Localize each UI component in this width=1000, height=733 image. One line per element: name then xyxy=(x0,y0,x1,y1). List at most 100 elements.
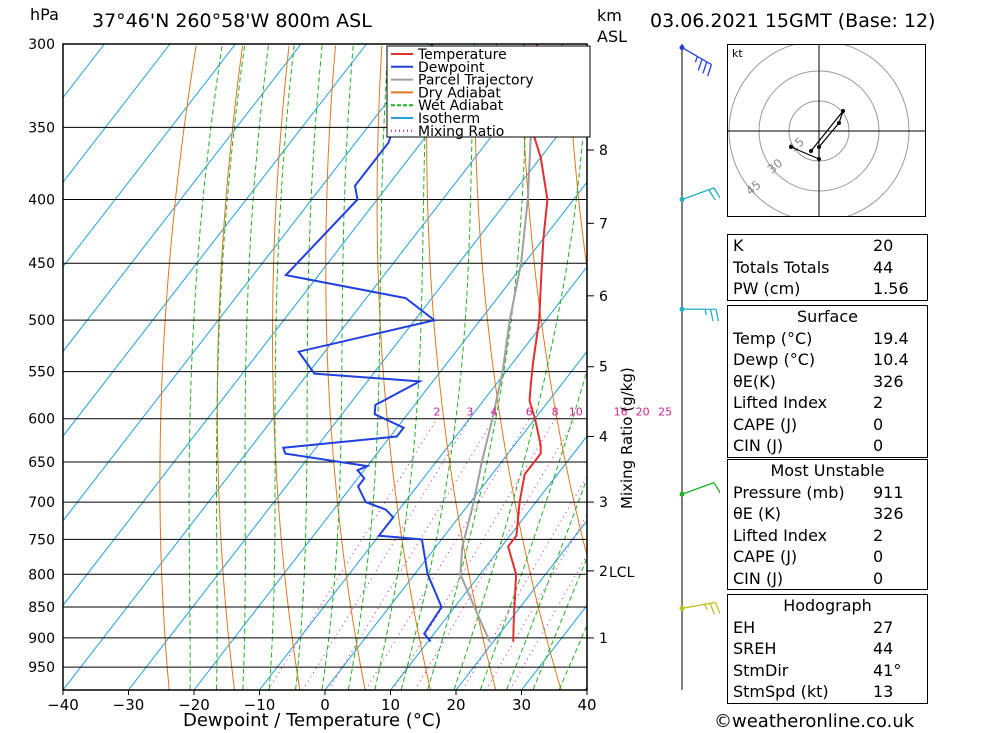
mixing-ratio-label: 10 xyxy=(569,406,583,419)
mixing-ratio-line xyxy=(392,418,556,690)
table-row: Pressure (mb) 911 xyxy=(728,482,927,504)
wind-barb-flag xyxy=(704,309,707,316)
km-tick-label: 5 xyxy=(599,360,608,376)
x-tick-label: −30 xyxy=(113,696,145,714)
wind-barb-flag xyxy=(714,602,720,614)
pressure-tick-label: 500 xyxy=(28,313,55,329)
table-value: 2 xyxy=(873,525,884,545)
table-key: StmSpd (kt) xyxy=(733,682,829,701)
wet-adiabat-line xyxy=(242,44,270,690)
mixing-ratio-label: 4 xyxy=(490,406,497,419)
lcl-label: LCL xyxy=(609,565,635,581)
table-row: StmDir 41° xyxy=(728,660,927,682)
location-title: 37°46'N 260°58'W 800m ASL xyxy=(92,10,372,32)
isotherm-line xyxy=(63,44,433,522)
wet-adiabat-line xyxy=(427,44,529,690)
mixing-ratio-axis-title: Mixing Ratio (g/kg) xyxy=(618,367,636,509)
table-row: CAPE (J) 0 xyxy=(728,546,927,568)
wind-barb-staff xyxy=(681,187,715,201)
table-row: Totals Totals 44 xyxy=(728,257,927,279)
copyright-footer[interactable]: ©weatheronline.co.uk xyxy=(714,711,915,732)
isotherm-line xyxy=(390,435,587,690)
wet-adiabat-line xyxy=(268,44,295,690)
hodograph-point xyxy=(809,149,813,153)
table-value: 13 xyxy=(873,682,894,701)
table-section-title: Most Unstable xyxy=(770,461,885,480)
hodograph-point xyxy=(837,121,841,125)
pressure-tick-label: 400 xyxy=(28,193,55,209)
wet-adiabat-line xyxy=(374,44,429,690)
mixing-ratio-line xyxy=(302,418,471,690)
isotherm-line xyxy=(324,350,587,690)
wind-barb-staff xyxy=(681,47,712,66)
wind-barb-staff xyxy=(681,482,715,495)
table-value: 911 xyxy=(873,482,904,502)
table-value: 0 xyxy=(873,436,884,455)
isotherm-line xyxy=(259,266,587,690)
most-unstable-table: Most Unstable Pressure (mb) 911 θE (K) 326 Li… xyxy=(727,459,928,590)
dry-adiabat-line xyxy=(520,45,587,558)
table-row: EH 27 xyxy=(728,617,927,639)
dry-adiabat-line xyxy=(661,46,720,690)
km-tick-label: 6 xyxy=(599,289,608,305)
mixing-ratio-label: 20 xyxy=(636,406,650,419)
table-value: 0 xyxy=(873,568,884,588)
pressure-tick-label: 550 xyxy=(28,365,55,381)
mixing-ratio-label: 6 xyxy=(526,406,533,419)
pressure-tick-label: 600 xyxy=(28,412,55,428)
table-section-title: Hodograph xyxy=(783,596,872,615)
plot-frame xyxy=(62,43,588,691)
isotherm-line xyxy=(63,44,171,184)
wind-barb-flag xyxy=(713,187,720,199)
x-axis-title: Dewpoint / Temperature (°C) xyxy=(183,710,442,731)
unit-hpa-label: hPa xyxy=(30,5,59,24)
wind-barb-flag xyxy=(694,56,698,63)
table-key: Dewp (°C) xyxy=(733,350,816,369)
table-row: CIN (J) 0 xyxy=(728,568,927,590)
table-key: Lifted Index xyxy=(733,393,828,412)
table-value: 326 xyxy=(873,504,904,523)
x-tick-label: 10 xyxy=(381,696,400,714)
table-section-title: Surface xyxy=(797,307,858,326)
table-row: Lifted Index 2 xyxy=(728,525,927,547)
table-value: 20 xyxy=(873,236,894,255)
wet-adiabat-line xyxy=(532,556,587,690)
isotherm-line xyxy=(63,44,236,268)
table-row: SREH 44 xyxy=(728,638,927,660)
table-value: 1.56 xyxy=(873,279,909,298)
parcel-trajectory-series-line xyxy=(459,44,533,642)
table-key: PW (cm) xyxy=(733,279,801,298)
pressure-tick-label: 450 xyxy=(28,256,55,272)
surface-table: Surface Temp (°C) 19.4 Dewp (°C) 10.4 θE(K) 32… xyxy=(727,305,928,458)
legend-entry-label: Dry Adiabat xyxy=(418,85,501,101)
table-key: θE(K) xyxy=(733,371,776,391)
table-key: CIN (J) xyxy=(733,568,784,588)
table-value: 0 xyxy=(873,414,884,434)
pressure-tick-label: 350 xyxy=(28,120,55,136)
wind-barb-flag xyxy=(707,64,713,77)
wind-barb-flag xyxy=(709,603,716,615)
pressure-tick-label: 700 xyxy=(28,495,55,511)
table-key: Lifted Index xyxy=(733,525,828,545)
hodograph-table: Hodograph EH 27 SREH 44 StmDir 41° StmSpd (kt) 1… xyxy=(727,594,928,704)
table-row: CIN (J) 0 xyxy=(728,435,927,457)
indices-table: K 20 Totals Totals 44 PW (cm) 1.56 xyxy=(727,234,928,301)
table-row: K 20 xyxy=(728,235,927,257)
hodograph-trace xyxy=(790,110,844,160)
legend-entry-label: Wet Adiabat xyxy=(418,98,504,114)
wet-adiabat-line xyxy=(188,44,223,690)
hodograph-point xyxy=(817,157,821,161)
legend-entry-label: Isotherm xyxy=(418,111,480,127)
legend-entry-label: Dewpoint xyxy=(418,60,485,76)
hodograph-ring-label: 30 xyxy=(765,156,786,177)
table-key: CAPE (J) xyxy=(733,547,798,566)
wind-barb-flag xyxy=(709,309,714,322)
isotherm-line xyxy=(653,44,721,690)
isotherm-line xyxy=(193,181,587,690)
wind-barb-flag xyxy=(715,309,720,322)
isotherm-line xyxy=(63,44,498,607)
x-tick-label: −20 xyxy=(178,696,210,714)
table-row: θE(K) 326 xyxy=(728,371,927,393)
x-tick-label: −10 xyxy=(244,696,276,714)
x-tick-label: 0 xyxy=(320,696,330,714)
